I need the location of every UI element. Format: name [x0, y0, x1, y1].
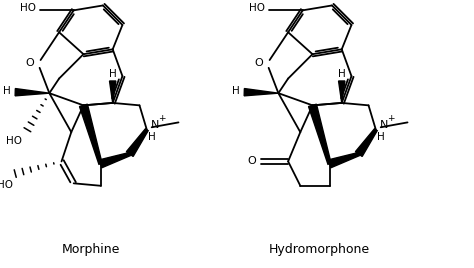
Polygon shape — [109, 81, 116, 103]
Polygon shape — [338, 81, 345, 103]
Text: +: + — [387, 114, 394, 124]
Text: N: N — [151, 120, 159, 130]
Text: O: O — [247, 157, 256, 166]
Text: HO: HO — [249, 3, 265, 13]
Text: H: H — [232, 86, 240, 96]
Polygon shape — [328, 152, 359, 168]
Text: Hydromorphone: Hydromorphone — [269, 243, 370, 256]
Polygon shape — [244, 88, 278, 96]
Text: +: + — [158, 114, 165, 124]
Text: N: N — [380, 120, 388, 130]
Polygon shape — [356, 129, 377, 157]
Text: O: O — [255, 58, 263, 68]
Text: H: H — [3, 86, 11, 96]
Text: H: H — [338, 69, 346, 79]
Text: H: H — [377, 132, 384, 142]
Text: H: H — [109, 69, 117, 79]
Text: O: O — [26, 58, 34, 68]
Text: Morphine: Morphine — [62, 243, 120, 256]
Text: HO: HO — [0, 180, 13, 190]
Polygon shape — [15, 88, 49, 96]
Text: HO: HO — [20, 3, 36, 13]
Polygon shape — [127, 129, 148, 157]
Text: H: H — [148, 132, 155, 142]
Text: HO: HO — [6, 136, 22, 146]
Polygon shape — [80, 104, 102, 164]
Polygon shape — [309, 104, 331, 164]
Polygon shape — [99, 152, 130, 168]
